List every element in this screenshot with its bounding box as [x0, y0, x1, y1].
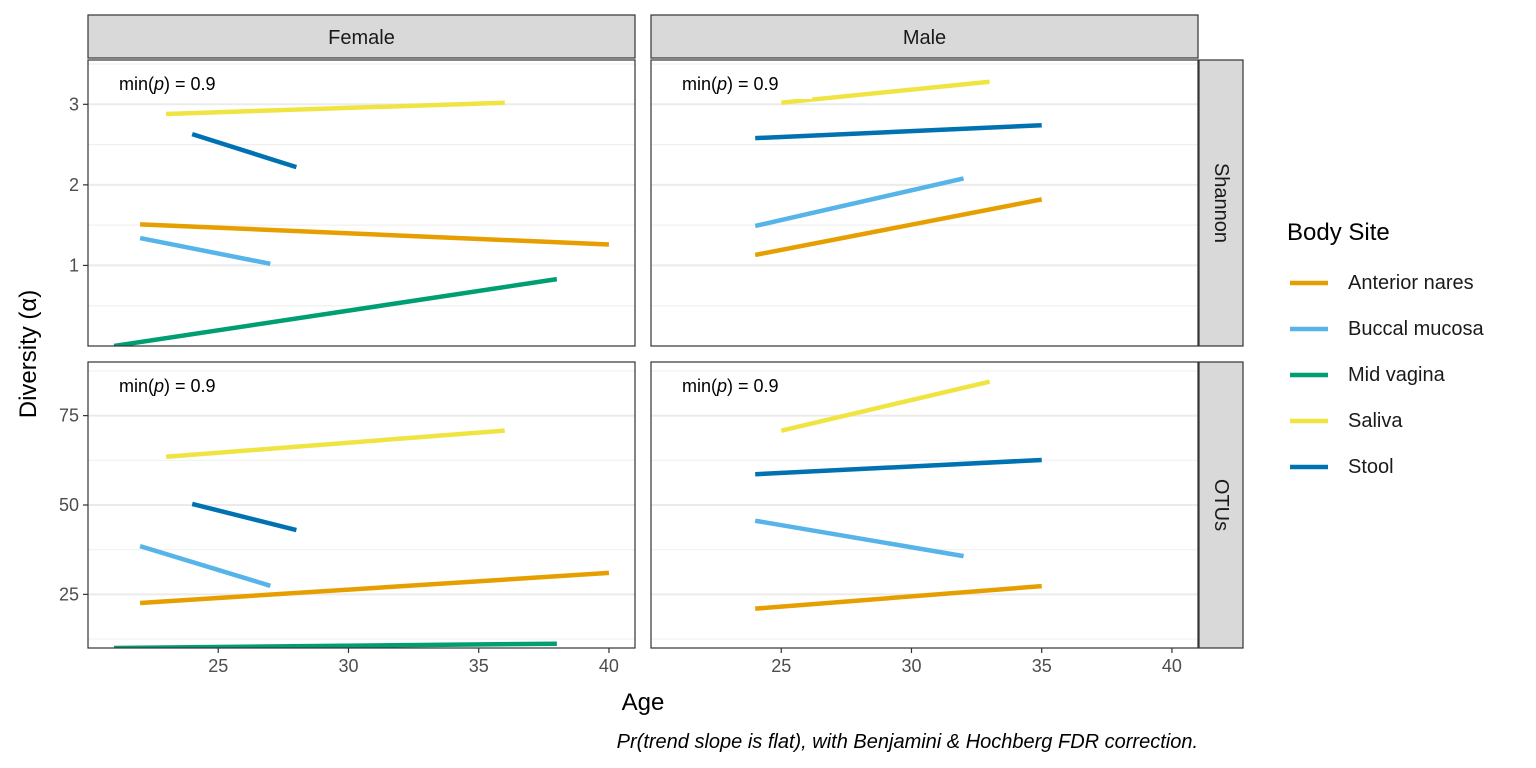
y-axis-title: Diversity (α) — [15, 290, 42, 419]
y-tick-label: 50 — [59, 495, 79, 515]
series-line-anterior-nares — [754, 197, 1043, 258]
annotation-box — [105, 373, 249, 401]
series-line-saliva — [166, 100, 505, 117]
strip-otus: OTUs — [1198, 361, 1244, 649]
series-line-stool — [755, 457, 1042, 477]
legend-label: Mid vagina — [1348, 364, 1446, 386]
series-line-mid-vagina — [114, 641, 557, 648]
legend-item-anterior-nares: Anterior nares — [1290, 272, 1474, 294]
strip-male: Male — [650, 14, 1199, 59]
legend-item-mid-vagina: Mid vagina — [1290, 364, 1446, 386]
x-tick-label: 30 — [901, 656, 921, 676]
legend-label: Saliva — [1348, 410, 1403, 432]
panel-male-shannon: min(p) = 0.9 — [650, 59, 1199, 347]
p-value-annotation: min(p) = 0.9 — [682, 74, 779, 94]
series-line-saliva — [781, 79, 990, 105]
panel-border — [650, 59, 1199, 347]
y-tick-label: 2 — [69, 175, 79, 195]
legend: Body Site Anterior nares Buccal mucosa Mid… — [1287, 219, 1484, 478]
strip-label: Female — [328, 27, 395, 49]
y-tick-label: 25 — [59, 584, 79, 604]
panel-male-otus: min(p) = 0.9 25 30 35 40 — [650, 361, 1199, 676]
x-tick-label: 35 — [469, 656, 489, 676]
p-value-annotation: min(p) = 0.9 — [119, 376, 216, 396]
annotation-box — [105, 71, 249, 99]
legend-item-buccal-mucosa: Buccal mucosa — [1290, 318, 1484, 340]
p-value-annotation: min(p) = 0.9 — [119, 74, 216, 94]
series-line-anterior-nares — [139, 570, 610, 606]
series-line-saliva — [165, 428, 505, 459]
x-tick-label: 25 — [208, 656, 228, 676]
series-line-buccal-mucosa — [139, 235, 271, 267]
series-line-anterior-nares — [139, 222, 610, 247]
series-line-stool — [755, 123, 1042, 141]
legend-label: Buccal mucosa — [1348, 318, 1484, 340]
legend-items: Anterior nares Buccal mucosa Mid vagina Sal… — [1290, 272, 1484, 478]
legend-label: Stool — [1348, 456, 1394, 478]
strip-label: Male — [903, 27, 946, 49]
panel-female-shannon: min(p) = 0.9 1 2 3 — [69, 59, 636, 347]
x-tick-label: 40 — [599, 656, 619, 676]
p-value-annotation: min(p) = 0.9 — [682, 376, 779, 396]
series-line-buccal-mucosa — [754, 518, 964, 559]
series-line-stool — [191, 131, 298, 170]
strip-shannon: Shannon — [1198, 59, 1244, 347]
x-axis-title: Age — [622, 689, 665, 716]
caption: Pr(trend slope is flat), with Benjamini … — [617, 731, 1198, 753]
y-tick-label: 3 — [69, 94, 79, 114]
legend-item-stool: Stool — [1290, 456, 1394, 478]
annotation-box — [668, 373, 812, 401]
series-line-buccal-mucosa — [754, 176, 965, 229]
series-line-saliva — [780, 379, 991, 433]
panel-border — [650, 361, 1199, 649]
x-tick-label: 35 — [1032, 656, 1052, 676]
legend-item-saliva: Saliva — [1290, 410, 1403, 432]
x-tick-label: 30 — [338, 656, 358, 676]
strip-label: OTUs — [1210, 479, 1232, 531]
strip-female: Female — [87, 14, 636, 59]
strip-label: Shannon — [1210, 163, 1232, 243]
y-tick-label: 1 — [69, 255, 79, 275]
x-tick-label: 25 — [771, 656, 791, 676]
panel-border — [87, 59, 636, 347]
series-line-mid-vagina — [113, 276, 558, 346]
x-tick-label: 40 — [1162, 656, 1182, 676]
series-line-anterior-nares — [755, 583, 1042, 611]
legend-title: Body Site — [1287, 219, 1390, 246]
series-line-buccal-mucosa — [139, 543, 271, 588]
annotation-box — [668, 71, 812, 99]
y-tick-label: 75 — [59, 406, 79, 426]
legend-label: Anterior nares — [1348, 272, 1474, 294]
panel-female-otus: min(p) = 0.9 25 50 75 25 30 35 40 — [59, 361, 636, 676]
series-line-stool — [191, 501, 297, 533]
